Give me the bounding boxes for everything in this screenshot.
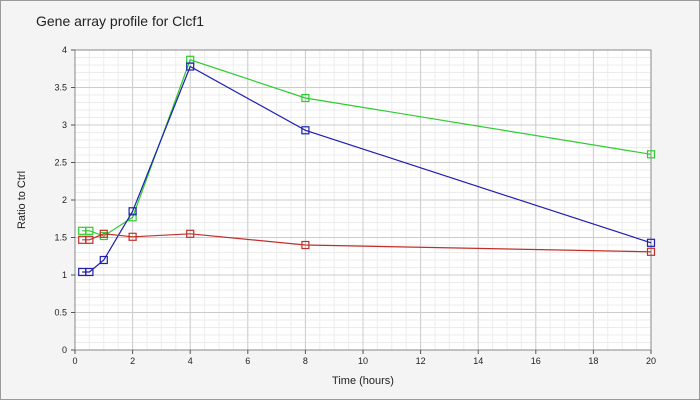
series-point-3 xyxy=(646,247,656,256)
series-point-3 xyxy=(186,229,195,238)
series-point-2 xyxy=(128,207,137,216)
series-point-2 xyxy=(186,62,195,71)
x-tick-label: 2 xyxy=(130,356,135,366)
x-tick-label: 18 xyxy=(588,356,598,366)
series-layer xyxy=(78,55,656,277)
y-tick-label: 2 xyxy=(62,195,67,205)
series-point-1 xyxy=(646,150,656,159)
y-tick-label: 3 xyxy=(62,120,67,130)
x-tick-label: 14 xyxy=(473,356,483,366)
series-point-2 xyxy=(646,238,656,247)
x-tick-label: 4 xyxy=(188,356,193,366)
y-tick-label: 4 xyxy=(62,45,67,55)
y-axis-ticks: 0 0.5 1 1.5 2 2.5 3 3.5 4 xyxy=(54,45,75,355)
y-tick-label: 2.5 xyxy=(54,158,67,168)
x-axis-ticks: 0 2 4 6 8 10 12 14 16 18 20 xyxy=(72,350,656,366)
y-tick-label: 0 xyxy=(62,345,67,355)
series-point-2 xyxy=(99,255,108,265)
series-line-2 xyxy=(82,65,652,273)
x-tick-label: 0 xyxy=(72,356,77,366)
x-tick-label: 10 xyxy=(358,356,368,366)
y-axis-label: Ratio to Ctrl xyxy=(16,171,28,229)
series-line-3 xyxy=(82,233,652,253)
x-tick-label: 8 xyxy=(303,356,308,366)
series-point-2 xyxy=(85,267,94,277)
series-point-2 xyxy=(301,126,310,135)
series-point-3 xyxy=(99,229,108,238)
x-tick-label: 20 xyxy=(646,356,656,366)
series-point-3 xyxy=(128,232,137,241)
series-line-1 xyxy=(82,59,652,237)
y-tick-label: 1 xyxy=(62,270,67,280)
x-tick-label: 6 xyxy=(245,356,250,366)
series-point-3 xyxy=(85,235,94,244)
y-tick-label: 1.5 xyxy=(54,233,67,243)
y-tick-label: 0.5 xyxy=(54,308,67,318)
series-point-3 xyxy=(301,240,310,250)
y-tick-label: 3.5 xyxy=(54,83,67,93)
x-tick-label: 16 xyxy=(531,356,541,366)
series-point-1 xyxy=(85,226,94,235)
series-point-1 xyxy=(301,93,310,103)
x-tick-label: 12 xyxy=(416,356,426,366)
x-axis-label: Time (hours) xyxy=(332,375,394,387)
chart-title: Gene array profile for Clcf1 xyxy=(36,13,205,29)
